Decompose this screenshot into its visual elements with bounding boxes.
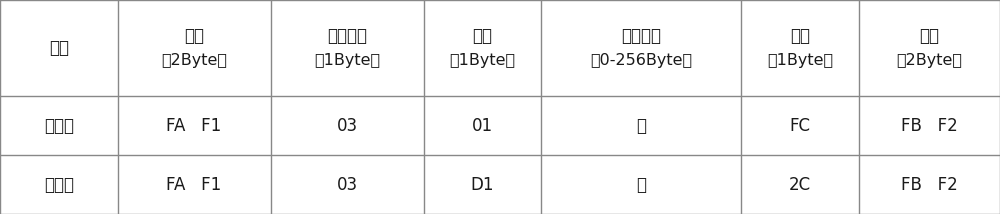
Text: （1Byte）: （1Byte） [314, 53, 380, 68]
Text: （2Byte）: （2Byte） [161, 53, 227, 68]
Text: FC: FC [789, 117, 810, 135]
Text: （1Byte）: （1Byte） [767, 53, 833, 68]
Text: （2Byte）: （2Byte） [896, 53, 962, 68]
Text: 2C: 2C [789, 175, 811, 194]
Text: 03: 03 [336, 117, 358, 135]
Text: 包头: 包头 [184, 27, 204, 45]
Text: 应答包: 应答包 [44, 175, 74, 194]
Text: 类型: 类型 [472, 27, 492, 45]
Text: （1Byte）: （1Byte） [449, 53, 515, 68]
Text: FA   F1: FA F1 [166, 117, 222, 135]
Text: FB   F2: FB F2 [901, 117, 958, 135]
Text: 无: 无 [636, 175, 646, 194]
Text: 01: 01 [472, 117, 493, 135]
Text: 数据长度: 数据长度 [327, 27, 367, 45]
Text: 无: 无 [636, 117, 646, 135]
Text: （0-256Byte）: （0-256Byte） [590, 53, 692, 68]
Text: 校验: 校验 [790, 27, 810, 45]
Text: 包尾: 包尾 [919, 27, 939, 45]
Text: FA   F1: FA F1 [166, 175, 222, 194]
Text: 03: 03 [336, 175, 358, 194]
Text: FB   F2: FB F2 [901, 175, 958, 194]
Text: 指令包: 指令包 [44, 117, 74, 135]
Text: D1: D1 [471, 175, 494, 194]
Text: 类型: 类型 [49, 39, 69, 57]
Text: 有效数据: 有效数据 [621, 27, 661, 45]
